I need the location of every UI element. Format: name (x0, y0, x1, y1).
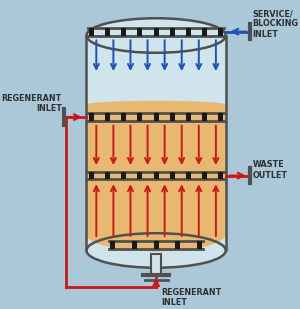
Bar (170, 28, 175, 36)
Ellipse shape (86, 217, 226, 252)
Bar (197, 241, 202, 248)
Text: REGENERANT
INLET: REGENERANT INLET (161, 288, 221, 307)
Bar (89, 28, 94, 36)
Bar (186, 172, 191, 180)
Bar (154, 28, 159, 36)
Text: WASTE
OUTLET: WASTE OUTLET (253, 160, 288, 180)
Bar (186, 28, 191, 36)
Bar (154, 172, 159, 180)
Bar (218, 113, 223, 121)
Bar (137, 28, 142, 36)
Bar (121, 113, 126, 121)
Bar (202, 172, 207, 180)
Bar (175, 241, 180, 248)
Bar (137, 113, 142, 121)
Bar (218, 28, 223, 36)
Bar (105, 28, 110, 36)
Bar (105, 113, 110, 121)
Bar (89, 172, 94, 180)
Bar (137, 172, 142, 180)
Bar (151, 254, 161, 275)
Ellipse shape (86, 233, 226, 268)
Bar (154, 113, 159, 121)
Bar (132, 241, 137, 248)
Polygon shape (86, 36, 226, 251)
Bar (202, 113, 207, 121)
Ellipse shape (86, 18, 226, 53)
Bar (218, 172, 223, 180)
Bar (89, 113, 94, 121)
Bar (154, 241, 159, 248)
Bar (121, 28, 126, 36)
Ellipse shape (86, 101, 226, 108)
Bar (121, 172, 126, 180)
Polygon shape (86, 105, 226, 234)
Text: REGENERANT
INLET: REGENERANT INLET (2, 94, 62, 113)
Bar (202, 28, 207, 36)
Text: SERVICE/
BLOCKING
INLET: SERVICE/ BLOCKING INLET (253, 9, 299, 39)
Bar (170, 172, 175, 180)
Bar (170, 113, 175, 121)
Bar (110, 241, 115, 248)
Bar (105, 172, 110, 180)
Bar (186, 113, 191, 121)
